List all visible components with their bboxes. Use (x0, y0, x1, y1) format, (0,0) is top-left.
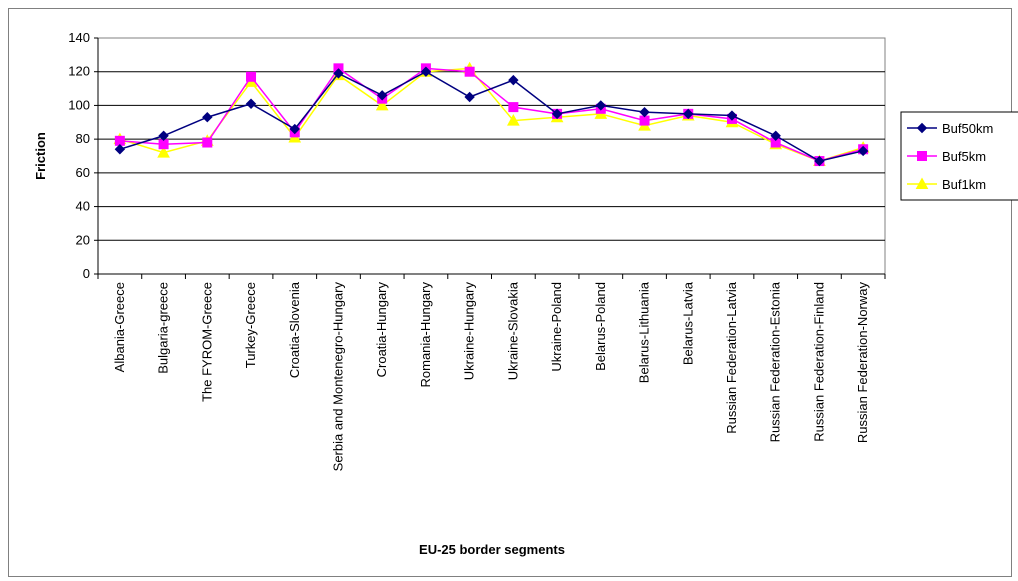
x-tick-label: Ukraine-Hungary (462, 282, 477, 381)
y-axis-title: Friction (33, 132, 48, 180)
data-point (289, 123, 300, 135)
data-point (464, 91, 475, 103)
data-point (857, 145, 869, 157)
data-point (246, 71, 257, 82)
axes: 0 20 40 60 80 100 120 140 Albania-Greece Bulgaria… (68, 30, 886, 472)
series-line (119, 70, 864, 162)
legend-label: Buf1km (942, 177, 986, 192)
series-line (119, 67, 864, 162)
series-line (119, 67, 864, 162)
data-point (202, 112, 213, 123)
x-tick-label: Belarus-Lithuania (637, 281, 652, 383)
data-point (464, 66, 475, 77)
data-point (770, 130, 781, 141)
data-point (376, 90, 388, 101)
data-point (114, 144, 126, 155)
data-point (507, 114, 520, 126)
data-point (814, 155, 825, 167)
y-tick-label: 100 (68, 97, 90, 112)
data-point (245, 98, 257, 109)
x-axis-title: EU-25 border segments (419, 542, 565, 557)
plot-area (97, 37, 886, 275)
data-point (158, 130, 169, 141)
data-point (202, 137, 213, 148)
legend-label: Buf50km (942, 121, 993, 136)
x-tick-label: Bulgaria-greece (156, 282, 171, 374)
data-point (333, 68, 344, 79)
y-tick-label: 40 (76, 199, 90, 214)
data-point (726, 110, 738, 121)
data-point (683, 108, 694, 120)
x-tick-label: Croatia-Hungary (374, 282, 389, 378)
y-tick-label: 0 (83, 266, 90, 281)
data-point (639, 106, 650, 118)
x-tick-label: Russian Federation-Latvia (724, 281, 739, 434)
series-layer (113, 61, 870, 167)
data-point (158, 139, 169, 150)
data-point (157, 146, 170, 158)
x-tick-label: Belarus-Poland (593, 282, 608, 371)
data-point (551, 108, 563, 120)
y-tick-label: 20 (76, 232, 90, 247)
data-point (420, 66, 432, 77)
y-tick-label: 120 (68, 64, 90, 79)
x-tick-label: Ukraine-Poland (549, 282, 564, 372)
data-point (639, 115, 650, 126)
data-point (375, 98, 389, 111)
data-point (508, 102, 519, 113)
data-point (595, 100, 607, 111)
x-tick-label: Romania-Hungary (418, 282, 433, 388)
x-tick-label: Russian Federation-Norway (855, 282, 870, 444)
legend-label: Buf5km (942, 149, 986, 164)
legend-marker (915, 177, 929, 189)
x-tick-label: Albania-Greece (112, 282, 127, 372)
x-tick-label: The FYROM-Greece (199, 282, 214, 402)
x-tick-label: Croatia-Slovenia (287, 281, 302, 378)
data-point (114, 135, 125, 146)
y-tick-label: 140 (68, 30, 90, 45)
series-buf50km (114, 66, 869, 167)
x-tick-label: Ukraine-Slovakia (505, 281, 520, 380)
data-point (508, 74, 519, 86)
x-tick-label: Russian Federation-Finland (811, 282, 826, 442)
y-tick-label: 80 (76, 131, 90, 146)
gridlines (98, 71, 885, 241)
x-tick-label: Belarus-Latvia (680, 281, 695, 365)
x-tick-label: Serbia and Montenegro-Hungary (330, 282, 345, 472)
x-tick-label: Russian Federation-Estonia (768, 281, 783, 442)
y-tick-label: 60 (76, 165, 90, 180)
legend-marker (917, 151, 927, 161)
x-tick-label: Turkey-Greece (243, 282, 258, 368)
legend-marker (916, 122, 928, 134)
legend: Buf50km Buf5km Buf1km (900, 111, 1018, 201)
